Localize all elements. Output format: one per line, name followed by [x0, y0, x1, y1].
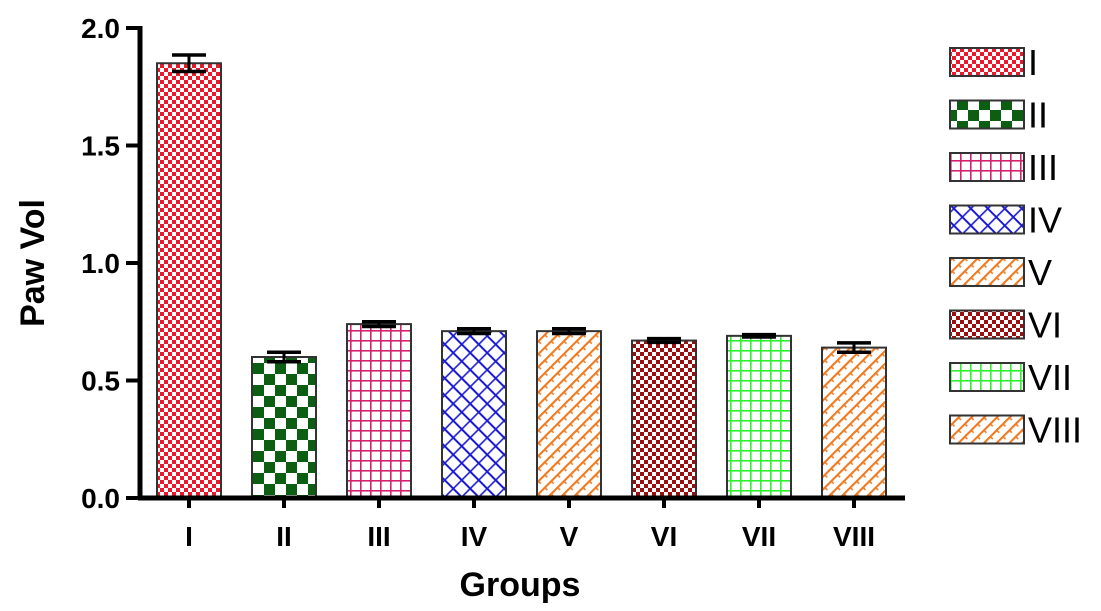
y-tick-label: 0.0 — [81, 483, 120, 514]
error-bar-VIII — [837, 341, 871, 355]
error-bar-IV — [457, 327, 491, 336]
bar-VII — [726, 334, 792, 499]
bar-IV — [441, 330, 507, 499]
legend-swatch — [949, 47, 1025, 77]
bar-II — [251, 356, 317, 499]
y-tick-label: 0.5 — [81, 366, 120, 397]
x-tick-label: I — [185, 521, 193, 552]
legend-label: I — [1028, 42, 1038, 83]
bar-VI — [631, 339, 697, 499]
bar-V — [536, 330, 602, 499]
legend-swatch — [949, 414, 1025, 445]
error-bars-layer — [172, 53, 871, 364]
legend-item-V: V — [949, 252, 1052, 293]
y-tick-label: 1.5 — [81, 131, 120, 162]
x-axis-title: Groups — [460, 566, 581, 604]
error-bar-V — [552, 327, 586, 336]
x-tick-label: II — [276, 521, 292, 552]
legend-label: V — [1028, 252, 1052, 293]
legend-item-VIII: VIII — [949, 410, 1082, 451]
x-ticks-layer: I II III IV V VI VII VIII — [185, 498, 875, 552]
y-ticks-layer: 0.0 0.5 1.0 1.5 2.0 — [81, 13, 140, 514]
x-tick-label: IV — [461, 521, 488, 552]
legend-swatch — [949, 99, 1025, 130]
legend-swatch — [949, 309, 1025, 340]
error-bar-III — [362, 320, 396, 329]
x-tick-label: VII — [742, 521, 776, 552]
legend-label: IV — [1028, 200, 1062, 241]
error-bar-I — [172, 53, 206, 74]
legend-label: II — [1028, 95, 1048, 136]
legend-item-IV: IV — [949, 200, 1062, 241]
bar-III — [346, 323, 412, 499]
legend-label: VI — [1028, 305, 1062, 346]
bar-VIII — [821, 346, 887, 499]
legend-label: VII — [1028, 357, 1072, 398]
legend-swatch — [949, 362, 1025, 392]
legend-item-VI: VI — [949, 305, 1062, 346]
legend-swatch — [949, 257, 1025, 287]
y-axis-title: Paw Vol — [14, 199, 52, 327]
legend-item-I: I — [949, 42, 1038, 83]
legend-swatch — [949, 204, 1025, 235]
x-tick-label: III — [367, 521, 390, 552]
error-bar-VII — [742, 332, 776, 339]
x-tick-label: VI — [651, 521, 677, 552]
bars-layer — [156, 62, 887, 499]
legend-label: VIII — [1028, 410, 1082, 451]
legend-label: III — [1028, 147, 1058, 188]
x-tick-label: VIII — [833, 521, 875, 552]
legend-item-III: III — [949, 147, 1058, 188]
bar-I — [156, 62, 222, 499]
legend-item-VII: VII — [949, 357, 1072, 398]
legend-item-II: II — [949, 95, 1048, 136]
y-tick-label: 1.0 — [81, 248, 120, 279]
y-tick-label: 2.0 — [81, 13, 120, 44]
legend-swatch — [949, 152, 1025, 182]
error-bar-VI — [647, 336, 681, 345]
error-bar-II — [267, 350, 301, 364]
x-tick-label: V — [560, 521, 579, 552]
